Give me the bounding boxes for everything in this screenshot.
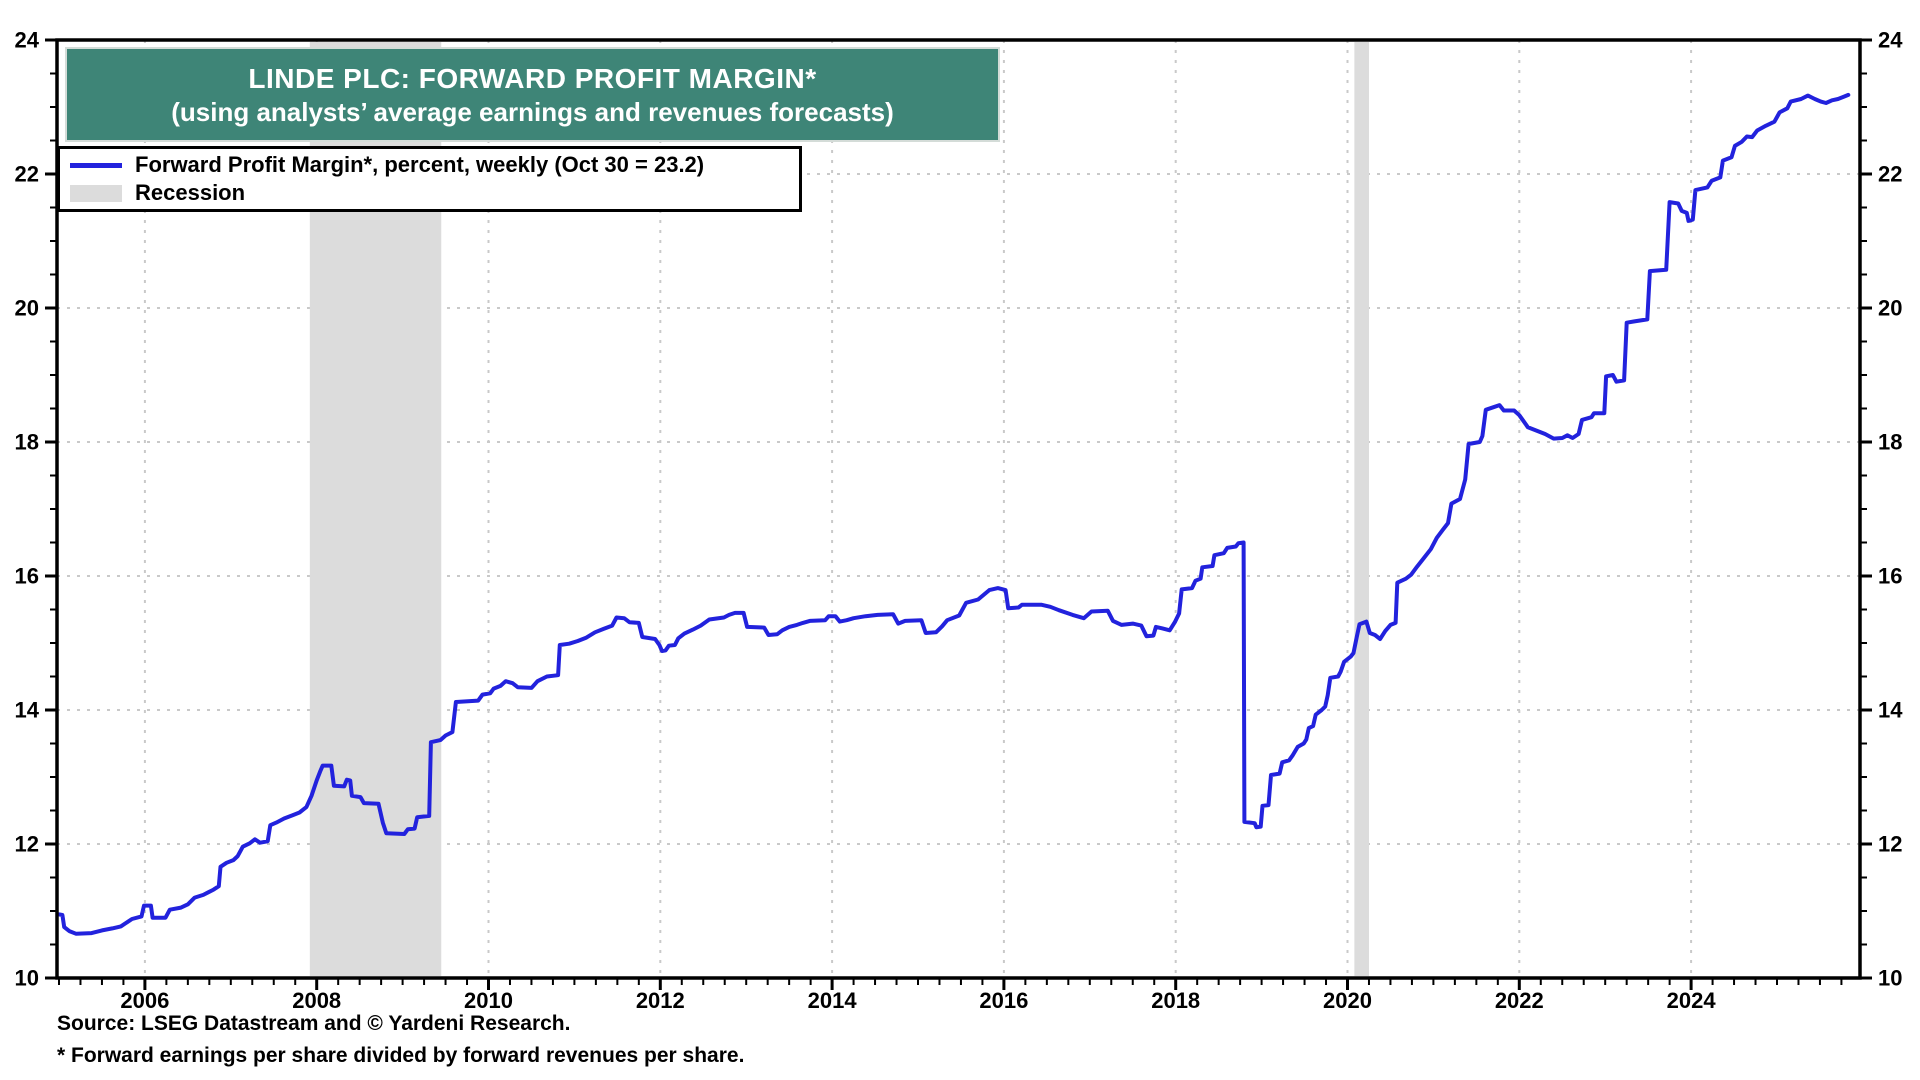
x-axis-tick-label: 2018: [1151, 988, 1200, 1013]
y-axis-tick-label: 18: [1878, 430, 1902, 455]
legend-item-forward-profit-margin: Forward Profit Margin*, percent, weekly …: [70, 151, 789, 179]
legend-item-recession: Recession: [70, 179, 789, 207]
recession-swatch: [70, 184, 122, 202]
y-axis-tick-label: 20: [15, 296, 39, 321]
y-axis-tick-label: 12: [15, 832, 39, 857]
x-axis-tick-label: 2024: [1667, 988, 1717, 1013]
y-axis-tick-label: 14: [15, 698, 40, 723]
y-axis-tick-label: 10: [1878, 966, 1902, 991]
chart-title-box: LINDE PLC: FORWARD PROFIT MARGIN* (using…: [65, 47, 1000, 142]
y-axis-tick-label: 22: [1878, 162, 1902, 187]
x-axis-tick-label: 2020: [1323, 988, 1372, 1013]
x-axis-tick-label: 2016: [979, 988, 1028, 1013]
line-swatch: [70, 162, 122, 168]
y-axis-tick-label: 20: [1878, 296, 1902, 321]
x-axis-tick-label: 2012: [636, 988, 685, 1013]
y-axis-tick-label: 14: [1878, 698, 1903, 723]
chart-subtitle: (using analysts’ average earnings and re…: [171, 96, 894, 127]
y-axis-tick-label: 22: [15, 162, 39, 187]
y-axis-tick-label: 18: [15, 430, 39, 455]
source-note: Source: LSEG Datastream and © Yardeni Re…: [57, 1012, 571, 1035]
y-axis-tick-label: 16: [1878, 564, 1902, 589]
y-axis-tick-label: 16: [15, 564, 39, 589]
y-axis-tick-label: 24: [15, 28, 40, 53]
x-axis-tick-label: 2014: [808, 988, 858, 1013]
x-axis-tick-label: 2008: [292, 988, 341, 1013]
y-axis-tick-label: 10: [15, 966, 39, 991]
legend-box: Forward Profit Margin*, percent, weekly …: [57, 146, 802, 212]
profit-margin-line: [57, 92, 1851, 936]
chart-title: LINDE PLC: FORWARD PROFIT MARGIN*: [248, 62, 817, 94]
recession-band: [1354, 42, 1369, 976]
legend-label-recession: Recession: [135, 180, 246, 205]
y-axis-tick-label: 12: [1878, 832, 1902, 857]
x-axis-tick-label: 2010: [464, 988, 513, 1013]
x-axis-tick-label: 2006: [120, 988, 169, 1013]
x-axis-tick-label: 2022: [1495, 988, 1544, 1013]
legend-label-forward-profit-margin: Forward Profit Margin*, percent, weekly …: [135, 152, 705, 177]
footnote: * Forward earnings per share divided by …: [57, 1044, 745, 1067]
y-axis-tick-label: 24: [1878, 28, 1903, 53]
